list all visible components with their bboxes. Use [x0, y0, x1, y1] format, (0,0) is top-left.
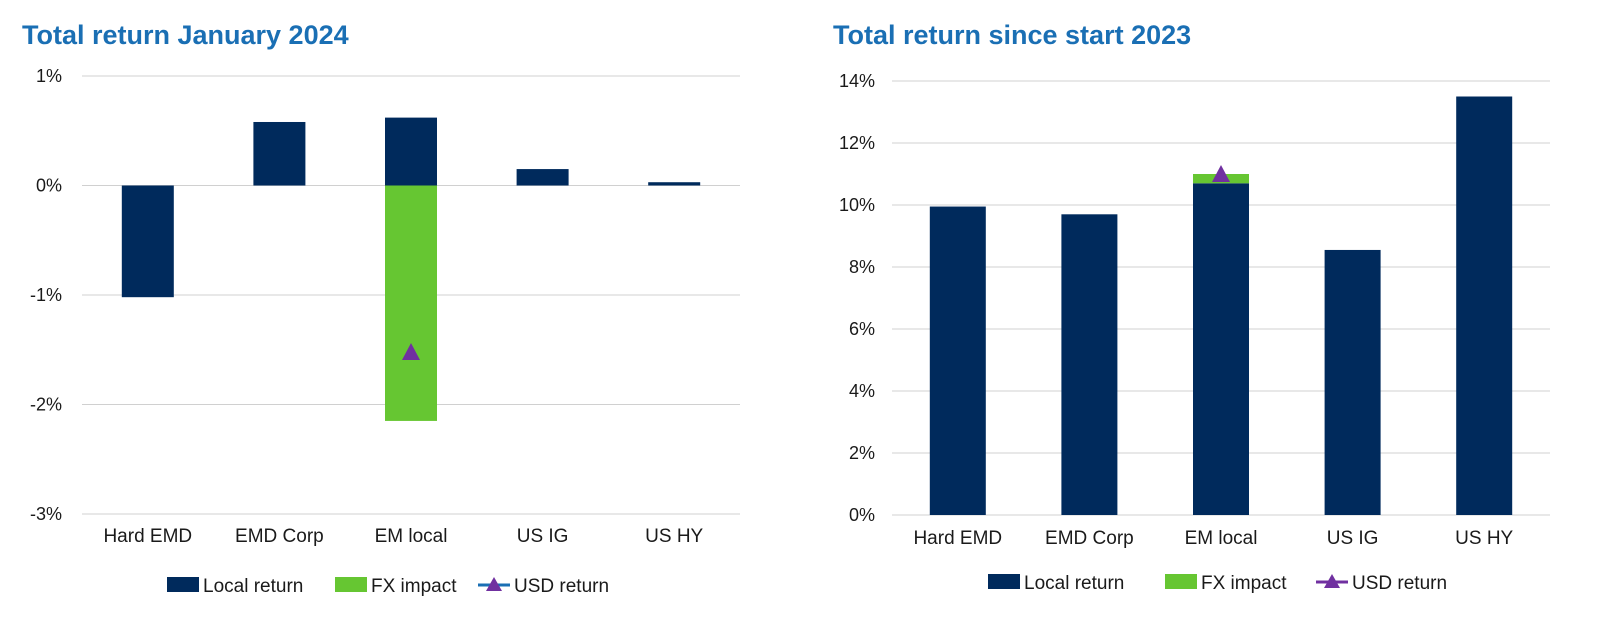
legend-swatch-fx-impact [335, 577, 367, 592]
legend-label: FX impact [1201, 573, 1287, 594]
x-category-label: US HY [645, 526, 703, 547]
bar-local-return [516, 169, 569, 186]
y-tick-label: 10% [839, 195, 875, 215]
y-tick-label: 0% [36, 176, 62, 196]
bar-local-return [1061, 214, 1118, 516]
bar-fx-impact [385, 185, 437, 421]
y-tick-label: -3% [30, 504, 62, 524]
bar-local-return [1456, 96, 1513, 515]
legend-label: USD return [514, 576, 609, 597]
bar-local-return [121, 185, 174, 298]
usd-return-marker [1212, 165, 1230, 182]
legend-label: Local return [203, 576, 303, 597]
usd-return-marker [402, 342, 420, 360]
y-tick-label: 1% [36, 66, 62, 86]
chart-title-since-2023: Total return since start 2023 [833, 20, 1192, 50]
x-category-label: US IG [517, 526, 569, 547]
legend-label: Local return [1024, 573, 1124, 594]
legend-swatch-fx-impact [1165, 574, 1197, 589]
x-category-label: EMD Corp [235, 526, 324, 547]
y-tick-label: 4% [849, 381, 875, 401]
y-tick-label: 0% [849, 505, 875, 525]
legend-marker-usd-return [1324, 574, 1340, 588]
x-category-label: EM local [375, 526, 448, 547]
legend-swatch-local-return [988, 574, 1020, 589]
bar-local-return [385, 117, 437, 186]
x-category-label: Hard EMD [103, 526, 192, 547]
y-tick-label: 14% [839, 71, 875, 91]
bar-local-return [1324, 249, 1381, 515]
y-tick-label: -1% [30, 285, 62, 305]
y-tick-label: -2% [30, 395, 62, 415]
bar-local-return [1193, 183, 1249, 516]
x-category-label: Hard EMD [913, 528, 1002, 549]
legend-label: USD return [1352, 573, 1447, 594]
legend-marker-usd-return [486, 577, 502, 591]
bar-local-return [253, 121, 306, 186]
y-tick-label: 2% [849, 443, 875, 463]
bar-local-return [648, 182, 701, 186]
y-tick-label: 8% [849, 257, 875, 277]
x-category-label: EMD Corp [1045, 528, 1134, 549]
y-tick-label: 6% [849, 319, 875, 339]
legend-label: FX impact [371, 576, 457, 597]
bar-local-return [929, 206, 986, 516]
x-category-label: US IG [1327, 528, 1379, 549]
legend-swatch-local-return [167, 577, 199, 592]
x-category-label: US HY [1455, 528, 1513, 549]
y-tick-label: 12% [839, 133, 875, 153]
chart-title-january-2024: Total return January 2024 [22, 20, 349, 50]
x-category-label: EM local [1185, 528, 1258, 549]
